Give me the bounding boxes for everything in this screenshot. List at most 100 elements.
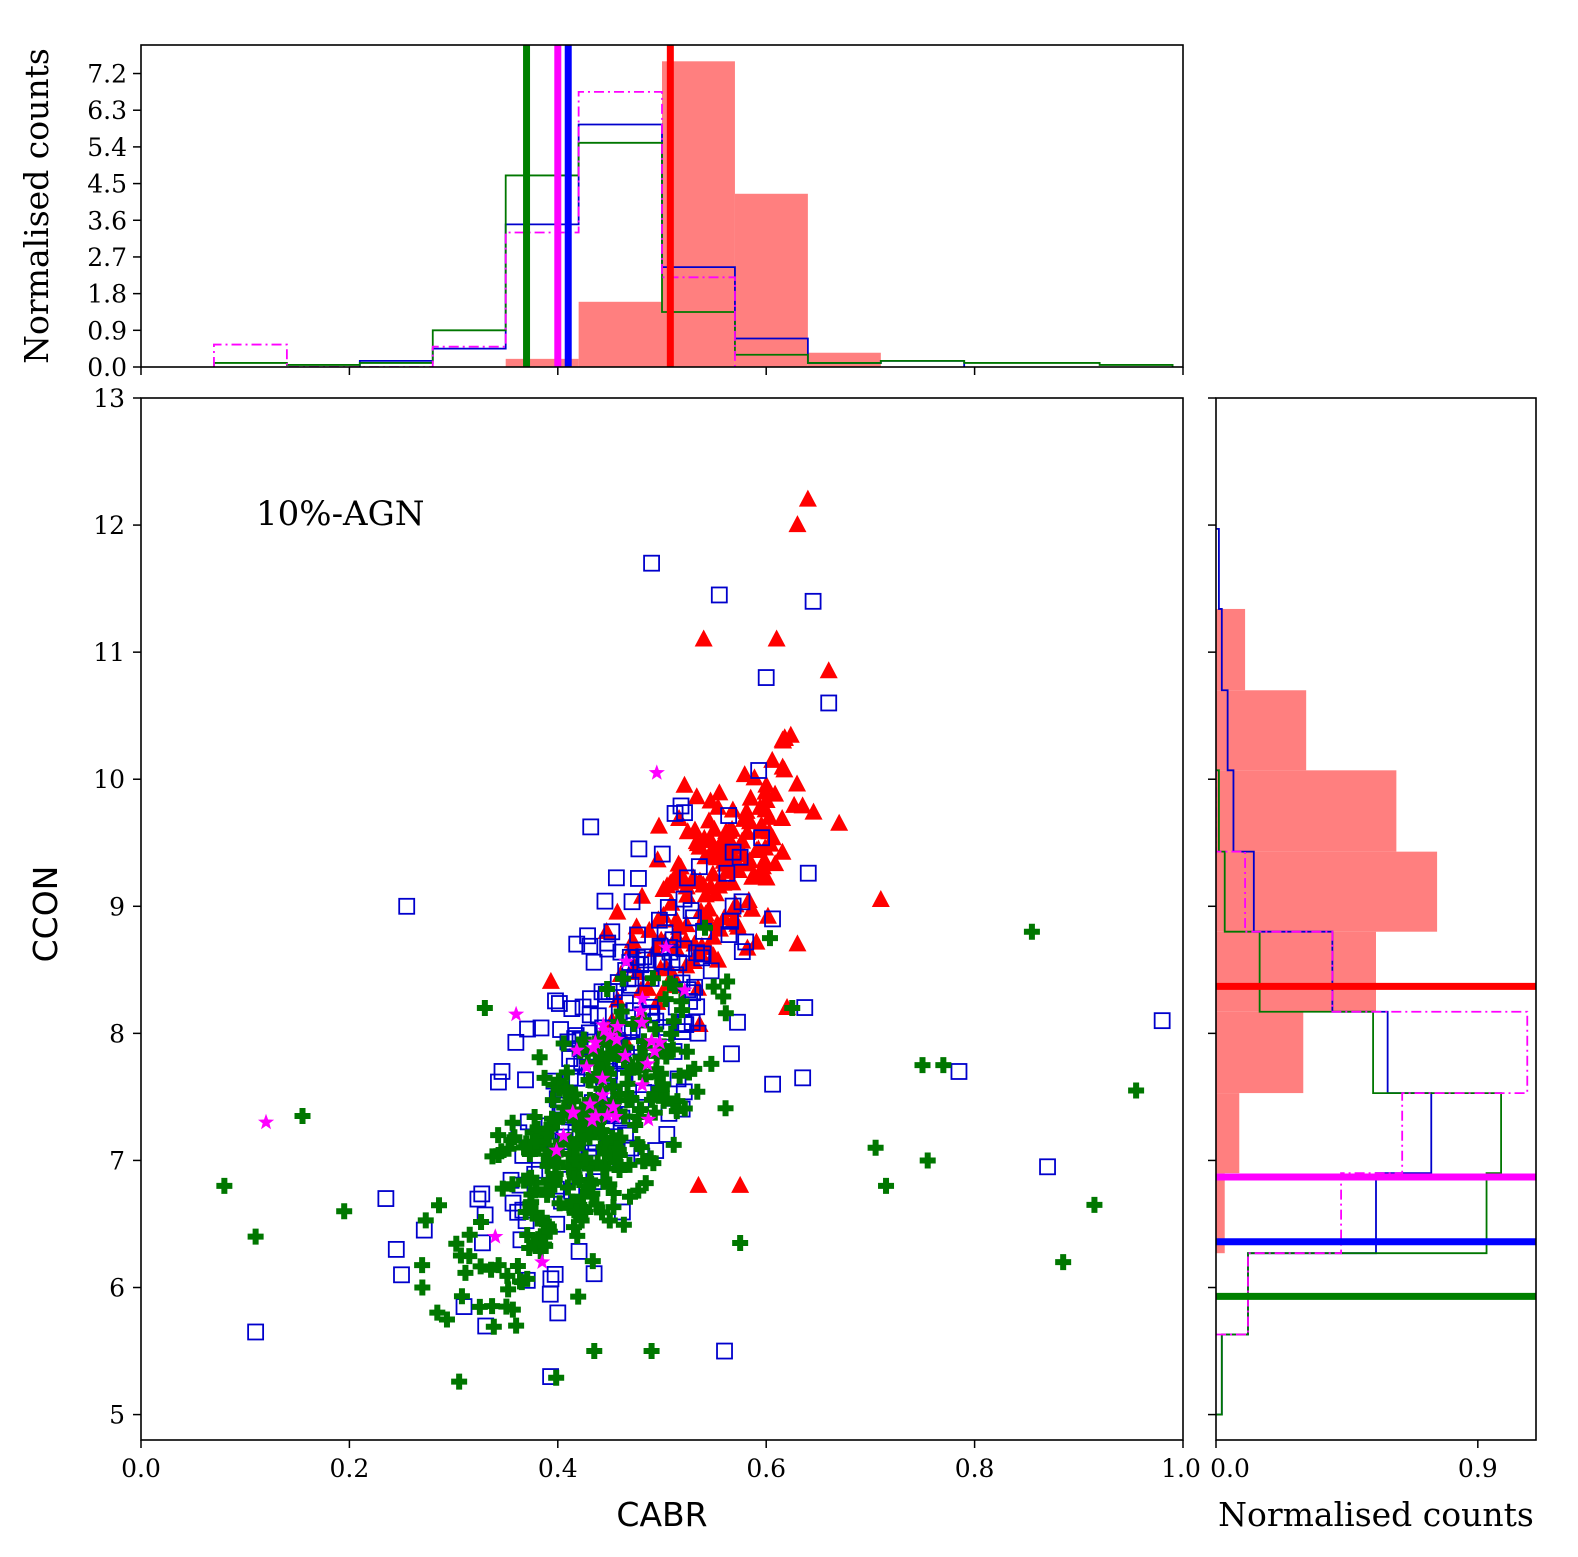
square-marker [737, 933, 755, 951]
plus-marker [560, 1159, 577, 1176]
plus-marker [584, 1185, 601, 1202]
plus-marker [589, 1154, 606, 1171]
square-marker [678, 869, 696, 887]
plus-marker [599, 980, 616, 997]
plus-marker [526, 1109, 543, 1126]
triangle-marker [638, 978, 657, 996]
square-marker [398, 897, 416, 915]
x-tick-label: 0.8 [955, 1454, 995, 1483]
plus-marker [544, 1092, 561, 1109]
plus-marker [500, 1281, 517, 1298]
plus-marker [703, 1055, 720, 1072]
triangle-marker [651, 959, 670, 977]
plus-marker [551, 1195, 568, 1212]
plus-marker [558, 1064, 575, 1081]
star-marker [594, 1086, 611, 1103]
plus-marker [568, 1203, 585, 1220]
plus-marker [484, 1298, 501, 1315]
plus-marker [471, 1298, 488, 1315]
plus-marker [678, 1043, 695, 1060]
square-marker [630, 840, 648, 858]
plus-marker [595, 1173, 612, 1190]
triangle-marker [767, 629, 786, 647]
top-median-lines [523, 45, 674, 367]
square-marker [570, 1243, 588, 1260]
square-marker [650, 911, 668, 929]
top-histogram-ylabel: Normalised counts [17, 48, 56, 364]
plus-marker [552, 1133, 569, 1150]
plus-marker [538, 1127, 555, 1144]
star-marker [508, 1005, 525, 1022]
right-histogram-steps [1216, 527, 1529, 1416]
star-marker [487, 1228, 504, 1244]
star-marker [643, 1032, 660, 1048]
star-marker [640, 1111, 657, 1127]
square-marker [493, 1063, 511, 1080]
triangle-marker [788, 774, 807, 792]
star-marker [548, 1141, 565, 1158]
top-histogram-frame [140, 44, 1184, 368]
triangle-marker [743, 867, 762, 885]
red-hist-bar [1216, 851, 1438, 932]
plus-marker [566, 1151, 583, 1168]
plus-marker [535, 1236, 552, 1253]
plus-marker [483, 1261, 500, 1278]
square-marker [694, 945, 712, 963]
plus-marker [635, 1033, 652, 1050]
star-marker [618, 953, 635, 969]
triangle-marker [788, 934, 807, 952]
triangle-marker [731, 1175, 750, 1193]
plus-marker [605, 1078, 622, 1095]
plus-marker [336, 1203, 353, 1220]
square-marker [630, 870, 647, 887]
plus-marker [521, 1239, 538, 1256]
plus-marker [580, 1071, 597, 1088]
red-hist-bar [1216, 770, 1397, 852]
square-marker [549, 1304, 567, 1322]
triangle-marker [773, 808, 792, 826]
plus-marker [575, 1031, 592, 1048]
plus-marker [431, 1197, 448, 1214]
plus-marker [597, 1129, 614, 1146]
triangle-marker [785, 795, 804, 813]
plus-marker [504, 1176, 521, 1193]
plus-marker [732, 1235, 749, 1252]
triangle-marker [649, 816, 668, 834]
plus-marker [594, 1204, 611, 1221]
plus-marker [717, 1005, 734, 1022]
y-tick-label: 7 [109, 1146, 125, 1175]
plus-marker [593, 1122, 610, 1139]
triangle-marker [678, 822, 697, 840]
top-histogram-steps [213, 90, 1174, 367]
plus-marker [671, 1067, 688, 1084]
red-hist-bar [734, 193, 808, 367]
plus-marker [498, 1298, 515, 1315]
plus-marker [577, 1150, 594, 1167]
plus-marker [562, 1145, 579, 1162]
x-tick-label: 1.0 [1161, 1454, 1201, 1483]
plus-marker [1023, 923, 1040, 940]
plus-marker [784, 999, 801, 1016]
plus-marker [499, 1267, 516, 1284]
plus-marker [607, 1154, 624, 1171]
star-marker [595, 1016, 612, 1032]
star-marker [639, 1055, 656, 1071]
plus-marker [541, 1223, 558, 1240]
plus-marker [1086, 1196, 1103, 1213]
plus-marker [536, 1069, 553, 1086]
scatter-panel: 0.0 0.2 0.4 0.6 0.8 1.0 5 6 7 8 9 10 11 12 13 10%-AGN… [26, 384, 1201, 1534]
triangle-marker [871, 889, 890, 907]
plus-marker [532, 1242, 549, 1259]
star-marker [609, 1018, 626, 1034]
square-marker [581, 1006, 599, 1024]
triangle-marker [689, 1175, 708, 1193]
square-marker [733, 893, 751, 911]
plus-marker [509, 1258, 526, 1275]
plus-marker [547, 1166, 564, 1183]
x-tick-label: 0.6 [746, 1454, 786, 1483]
square-marker [753, 829, 770, 847]
plus-marker [485, 1318, 502, 1335]
plus-marker [500, 1140, 517, 1157]
square-marker [690, 858, 708, 876]
star-marker [651, 1034, 668, 1050]
